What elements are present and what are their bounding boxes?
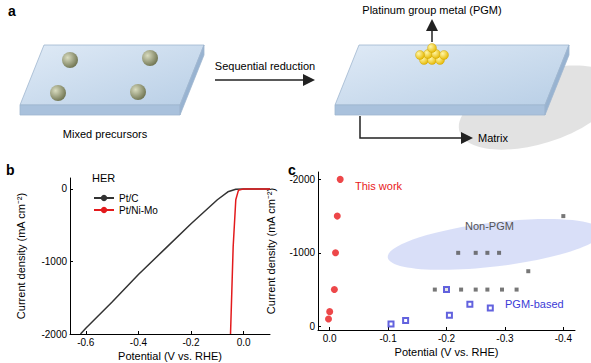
svg-text:-0.3: -0.3 <box>496 333 514 344</box>
svg-text:b: b <box>6 162 15 178</box>
svg-text:Platinum group metal (PGM): Platinum group metal (PGM) <box>362 4 501 16</box>
svg-text:-0.1: -0.1 <box>379 333 397 344</box>
svg-text:Sequential reduction: Sequential reduction <box>215 60 315 72</box>
svg-text:This work: This work <box>355 180 403 192</box>
svg-text:-1000: -1000 <box>289 247 315 258</box>
svg-text:a: a <box>8 3 16 19</box>
svg-text:-2000: -2000 <box>41 329 67 340</box>
svg-text:-0.4: -0.4 <box>130 337 148 348</box>
svg-text:Pt/Ni-Mo: Pt/Ni-Mo <box>119 205 158 216</box>
svg-text:0.0: 0.0 <box>237 337 251 348</box>
svg-text:-1000: -1000 <box>41 256 67 267</box>
svg-text:Non-PGM: Non-PGM <box>465 220 514 232</box>
svg-text:HER: HER <box>92 172 115 184</box>
svg-text:Current density (mA cm⁻²): Current density (mA cm⁻²) <box>265 188 277 314</box>
svg-text:0: 0 <box>309 321 315 332</box>
svg-text:Potential (V vs. RHE): Potential (V vs. RHE) <box>118 350 222 362</box>
svg-text:-2000: -2000 <box>289 174 315 185</box>
svg-text:Pt/C: Pt/C <box>119 193 138 204</box>
svg-text:0: 0 <box>61 183 67 194</box>
svg-text:c: c <box>288 162 296 178</box>
svg-text:Current density (mA cm⁻²): Current density (mA cm⁻²) <box>15 193 27 319</box>
svg-text:-0.2: -0.2 <box>182 337 200 348</box>
svg-text:0.0: 0.0 <box>323 333 337 344</box>
svg-text:Matrix: Matrix <box>478 132 508 144</box>
svg-text:-0.2: -0.2 <box>438 333 456 344</box>
svg-text:PGM-based: PGM-based <box>505 298 564 310</box>
svg-text:-0.6: -0.6 <box>77 337 95 348</box>
svg-text:Potential (V vs. RHE): Potential (V vs. RHE) <box>395 346 499 358</box>
svg-text:-0.4: -0.4 <box>555 333 573 344</box>
svg-text:Mixed precursors: Mixed precursors <box>63 128 148 140</box>
